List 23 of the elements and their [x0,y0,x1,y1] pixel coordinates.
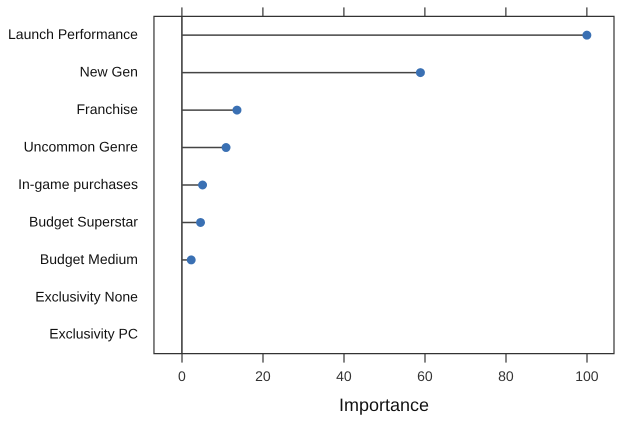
point [196,218,206,227]
x-tick-label: 60 [417,368,433,384]
point [222,143,231,152]
point [186,255,196,264]
y-tick-label: Budget Superstar [28,213,138,230]
y-tick-label: Budget Medium [40,250,138,267]
point [416,68,425,78]
y-tick-label: Franchise [76,100,138,117]
x-tick-label: 20 [255,368,271,384]
point [582,30,592,40]
x-tick-label: 40 [336,368,352,384]
point [198,180,208,190]
x-tick-label: 100 [575,368,599,384]
y-tick-label: Exclusivity None [35,288,138,304]
x-axis-title: Importance [338,395,430,416]
x-tick-label: 80 [498,368,514,384]
y-tick-label: In-game purchases [18,176,138,192]
y-tick-label: Launch Performance [8,26,138,42]
x-tick-label: 0 [178,368,186,384]
y-tick-label: Uncommon Genre [24,138,138,154]
y-tick-label: New Gen [80,63,138,80]
y-tick-label: Exclusivity PC [49,326,138,342]
point [232,106,242,115]
